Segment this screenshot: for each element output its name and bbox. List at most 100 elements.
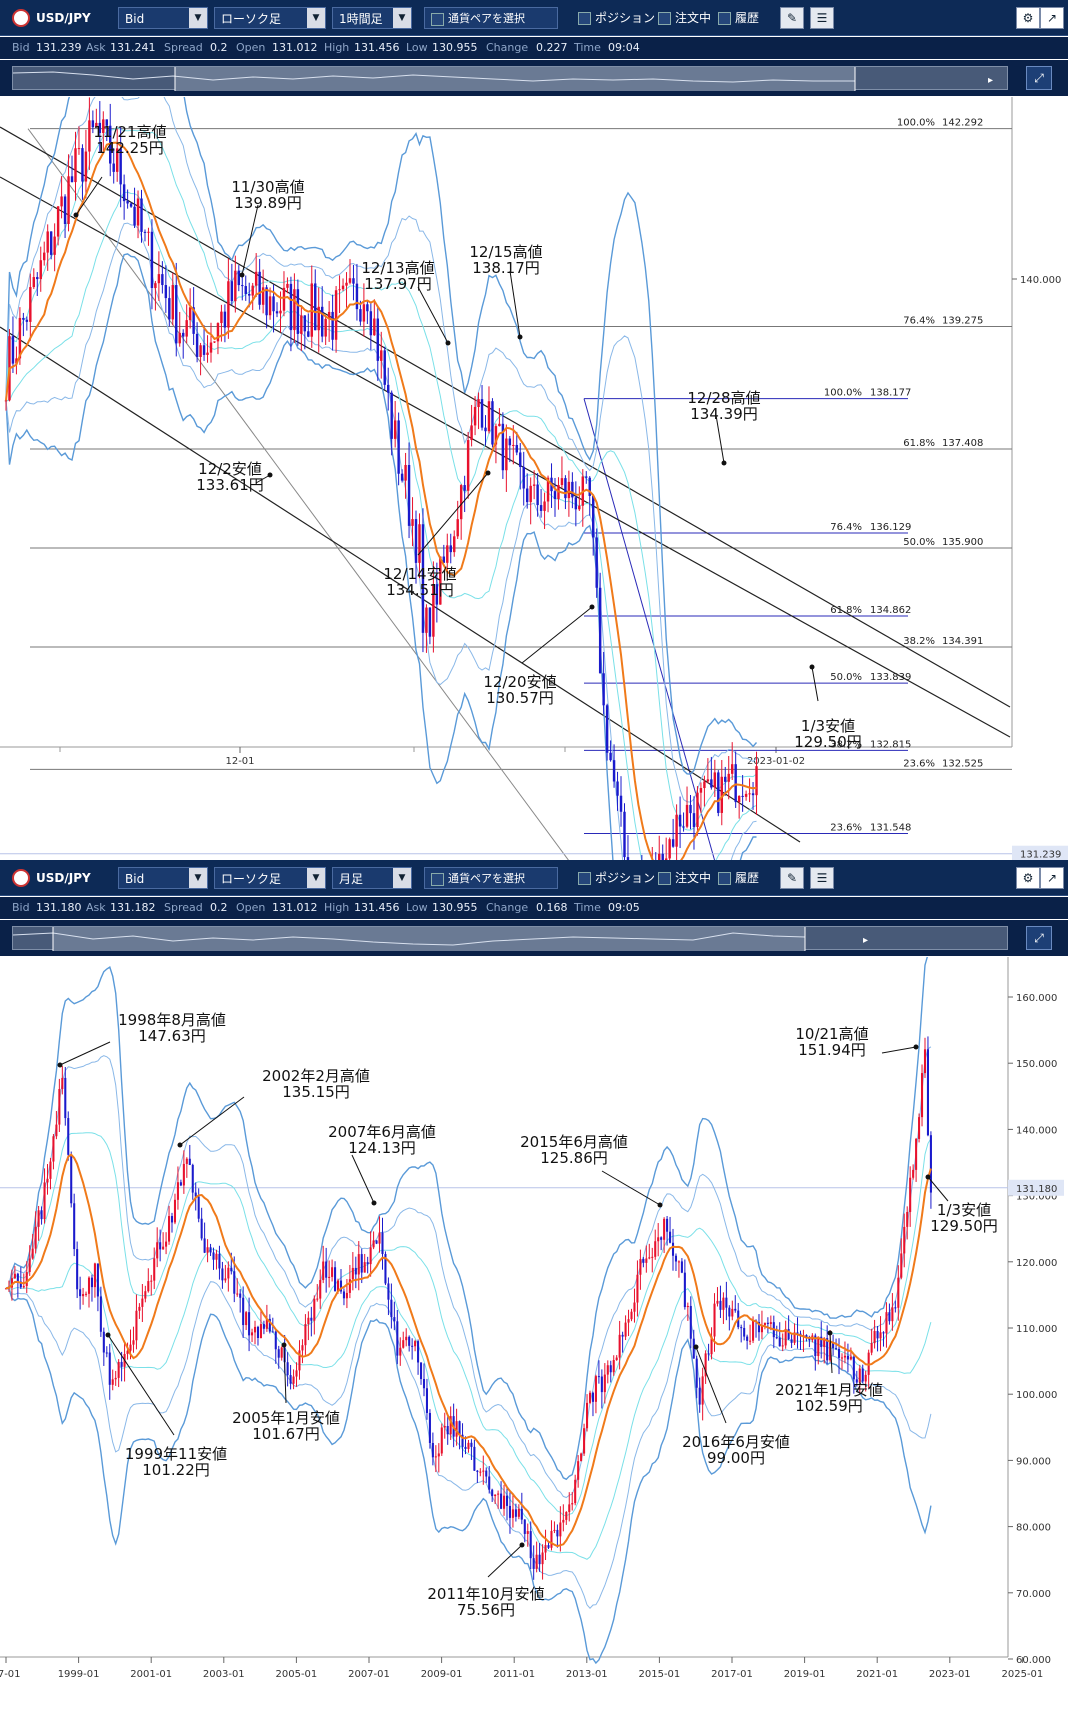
candle <box>734 1308 737 1311</box>
history-toggle[interactable]: 履歴 <box>718 7 759 29</box>
pair-label[interactable]: USD/JPY <box>36 871 91 885</box>
candle <box>135 1310 138 1341</box>
candle <box>706 779 710 782</box>
candle <box>717 772 720 813</box>
candle <box>28 1258 31 1273</box>
position-toggle[interactable]: ポジション <box>578 867 655 889</box>
timeframe-select[interactable]: 月足 ▼ <box>332 867 412 889</box>
y-tick-label: 100.000 <box>1016 1390 1057 1401</box>
candle <box>585 476 588 478</box>
drawing-tool-button[interactable]: ✎ <box>780 867 804 889</box>
candle <box>680 1261 683 1273</box>
pair-select-button[interactable]: 通貨ペアを選択 <box>424 7 558 29</box>
candle <box>692 813 696 828</box>
drawing-tool-button[interactable]: ✎ <box>780 7 804 29</box>
settings-list-button[interactable]: ☰ <box>810 867 834 889</box>
history-label: 履歴 <box>735 11 760 25</box>
candle <box>159 1242 162 1250</box>
chart-style-select[interactable]: ローソク足 ▼ <box>214 867 326 889</box>
candle <box>60 196 63 207</box>
candle <box>699 788 703 793</box>
position-toggle[interactable]: ポジション <box>578 7 655 29</box>
candle <box>926 1049 929 1136</box>
candle <box>591 1392 595 1402</box>
orders-toggle[interactable]: 注文中 <box>658 7 711 29</box>
candle <box>876 1331 879 1339</box>
flag-icon <box>12 9 30 27</box>
candle <box>307 1317 310 1325</box>
price-type-select[interactable]: Bid ▼ <box>118 7 208 29</box>
annotation-price: 130.57円 <box>486 689 554 707</box>
candle <box>223 311 227 328</box>
chart-style-select[interactable]: ローソク足 ▼ <box>214 7 326 29</box>
candle <box>685 804 689 827</box>
candle <box>161 274 164 286</box>
candle <box>355 283 359 310</box>
candle <box>380 350 383 361</box>
candle <box>122 184 126 202</box>
candle <box>577 1461 580 1480</box>
timeframe-select[interactable]: 1時間足 ▼ <box>332 7 412 29</box>
bollinger-band-upper <box>5 1046 932 1499</box>
bid-value: 131.239 <box>36 41 82 54</box>
orders-toggle[interactable]: 注文中 <box>658 867 711 889</box>
annotation-arrowhead <box>105 1332 111 1338</box>
candle <box>722 1297 725 1310</box>
annotation-arrow <box>417 286 449 344</box>
candle <box>879 1332 882 1339</box>
candle <box>929 1135 932 1193</box>
checkbox <box>718 872 731 885</box>
history-toggle[interactable]: 履歴 <box>718 867 759 889</box>
checkbox <box>578 872 591 885</box>
expand-icon[interactable]: ⤢ <box>1026 66 1052 90</box>
candle <box>314 283 317 331</box>
annotation-date: 1999年11安値 <box>125 1445 227 1463</box>
candle <box>498 423 501 427</box>
spread-label: Spread <box>164 41 203 54</box>
annotation-price: 101.22円 <box>142 1461 210 1479</box>
candle <box>31 1248 34 1259</box>
ask-value: 131.182 <box>110 901 156 914</box>
x-tick-label: 2019-01 <box>784 1669 826 1680</box>
navigator-bar: ▸ ⤢ <box>0 60 1068 96</box>
candle <box>826 1338 829 1361</box>
candle <box>421 524 425 633</box>
candle <box>606 1365 609 1375</box>
candle <box>817 1336 820 1357</box>
candle <box>814 1335 817 1357</box>
spread-value: 0.2 <box>210 41 228 54</box>
settings-list-button[interactable]: ☰ <box>810 7 834 29</box>
price-type-select[interactable]: Bid ▼ <box>118 867 208 889</box>
candle <box>849 1356 852 1360</box>
annotation-arrow <box>881 1046 917 1054</box>
range-scrollbar[interactable]: ▸ <box>12 926 1008 951</box>
gear-icon[interactable]: ⚙ <box>1016 7 1040 29</box>
candle <box>603 1374 606 1393</box>
pair-label[interactable]: USD/JPY <box>36 11 91 25</box>
candle <box>81 148 84 182</box>
popout-icon[interactable]: ↗ <box>1040 867 1064 889</box>
candle <box>897 1277 900 1308</box>
candle <box>918 1117 921 1139</box>
fib-outer-percent: 100.0% <box>897 118 935 129</box>
candle <box>230 1267 233 1272</box>
range-scrollbar[interactable]: ▸ <box>12 66 1008 91</box>
pair-select-button[interactable]: 通貨ペアを選択 <box>424 867 558 889</box>
candle <box>102 119 105 133</box>
timeframe-value: 月足 <box>339 872 364 886</box>
candle <box>781 1345 784 1347</box>
candle <box>268 296 272 316</box>
candle <box>431 1442 434 1458</box>
popout-icon[interactable]: ↗ <box>1040 7 1064 29</box>
change-value: 0.227 <box>536 41 568 54</box>
candle <box>147 231 150 233</box>
y-tick-label: 70.000 <box>1016 1589 1051 1600</box>
candle <box>609 1365 612 1373</box>
current-price-label: 131.239 <box>1020 850 1061 860</box>
candle <box>387 1283 390 1300</box>
expand-icon[interactable]: ⤢ <box>1026 926 1052 950</box>
candle <box>755 766 758 796</box>
candle <box>675 814 678 847</box>
annotation-price: 99.00円 <box>707 1449 765 1467</box>
gear-icon[interactable]: ⚙ <box>1016 867 1040 889</box>
